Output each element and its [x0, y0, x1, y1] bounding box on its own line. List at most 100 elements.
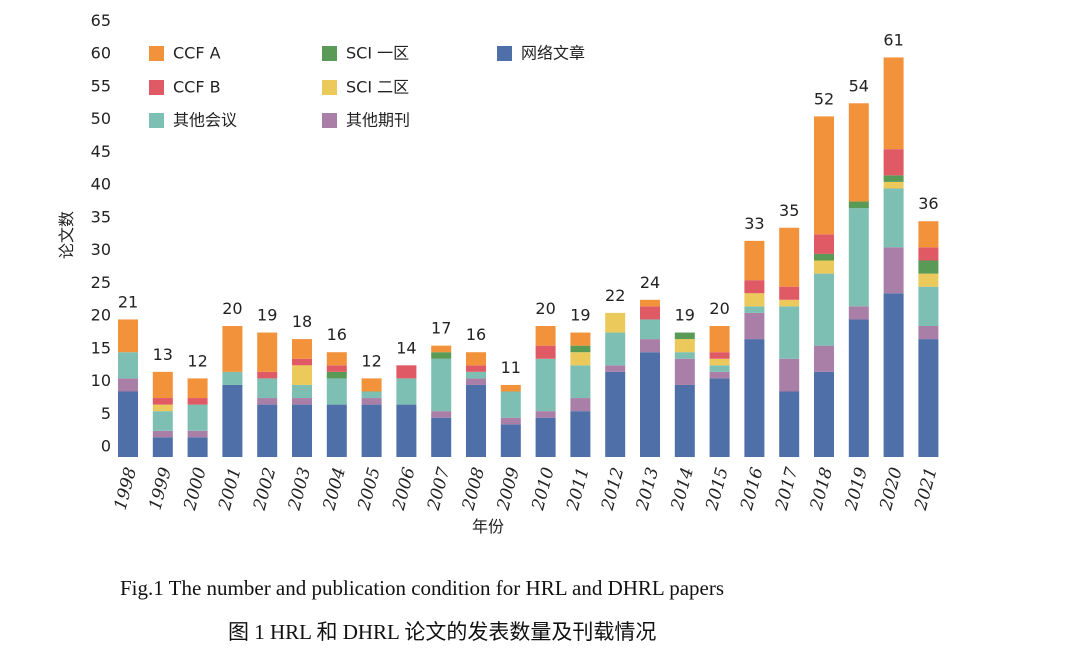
- x-tick-label: 2006: [389, 465, 420, 513]
- x-tick-label: 2009: [493, 465, 524, 513]
- bar-total-label: 20: [709, 299, 729, 318]
- x-tick-label: 2020: [876, 465, 907, 513]
- bar-segment: [396, 365, 417, 379]
- bar-segment: [361, 398, 382, 405]
- bar-segment: [918, 286, 939, 326]
- figure-caption-english: Fig.1 The number and publication conditi…: [120, 576, 725, 600]
- bar-segment: [779, 358, 800, 392]
- bar-segment: [640, 339, 660, 353]
- bar-segment: [848, 103, 869, 202]
- bar-segment: [152, 398, 173, 405]
- bar-total-label: 61: [883, 30, 903, 49]
- x-tick-label: 2003: [284, 465, 315, 513]
- bar-segment: [222, 371, 243, 385]
- x-tick-label: 2008: [458, 465, 489, 513]
- bar-segment: [779, 391, 800, 457]
- bar-segment: [918, 247, 939, 261]
- bar-segment: [744, 339, 765, 457]
- bar-segment: [709, 358, 730, 366]
- bar-segment: [257, 371, 278, 379]
- bar-segment: [431, 358, 452, 412]
- bar-segment: [744, 293, 765, 307]
- legend-label: CCF A: [173, 44, 221, 63]
- bar-segment: [361, 391, 382, 399]
- bar-segment: [570, 365, 591, 399]
- legend-label: 其他期刊: [346, 111, 410, 130]
- bar-segment: [292, 339, 312, 359]
- bar-segment: [500, 391, 521, 418]
- x-tick-label: 2017: [772, 465, 803, 513]
- bar-segment: [222, 384, 243, 457]
- bar-segment: [118, 391, 138, 457]
- x-tick-label: 2011: [563, 465, 594, 513]
- legend-label: 其他会议: [173, 111, 237, 130]
- y-tick-label: 25: [91, 273, 111, 292]
- x-axis-title: 年份: [472, 517, 504, 536]
- x-tick-label: 1998: [111, 465, 142, 512]
- x-tick-label: 1999: [145, 465, 176, 512]
- bar-segment: [883, 188, 904, 248]
- legend-swatch: [149, 113, 164, 128]
- x-tick-label: 2016: [737, 465, 768, 513]
- bar-total-label: 21: [118, 292, 138, 311]
- bar-segment: [152, 411, 173, 431]
- bar-segment: [674, 339, 695, 353]
- legend-swatch: [322, 113, 337, 128]
- bar-segment: [709, 365, 730, 372]
- bar-total-label: 35: [779, 201, 799, 220]
- bar-segment: [744, 280, 765, 294]
- bar-segment: [500, 384, 521, 392]
- bar-total-label: 17: [431, 319, 451, 338]
- bar-total-label: 36: [918, 194, 938, 213]
- bar-segment: [535, 417, 556, 457]
- bar-segment: [640, 352, 660, 457]
- bar-segment: [326, 404, 347, 457]
- bar-total-label: 52: [814, 89, 834, 108]
- x-tick-label: 2018: [806, 465, 837, 513]
- x-tick-label: 2019: [841, 465, 872, 513]
- legend-label: SCI 一区: [346, 44, 409, 63]
- bar-segment: [396, 378, 417, 405]
- bar-segment: [744, 240, 765, 281]
- bars: [118, 57, 939, 457]
- bar-segment: [570, 398, 591, 412]
- bar-segment: [814, 371, 834, 457]
- x-tick-label: 2012: [598, 465, 629, 513]
- bar-total-label: 14: [396, 338, 416, 357]
- bar-segment: [814, 234, 834, 254]
- bar-segment: [814, 273, 834, 346]
- bar-segment: [431, 345, 452, 353]
- bar-segment: [605, 371, 626, 457]
- x-tick-label: 2005: [354, 465, 385, 513]
- bar-segment: [605, 312, 626, 333]
- bar-segment: [535, 411, 556, 418]
- bar-segment: [500, 424, 521, 457]
- bar-segment: [744, 312, 765, 340]
- y-tick-label: 5: [101, 404, 111, 423]
- bar-segment: [431, 411, 452, 418]
- x-tick-label: 2021: [911, 465, 942, 513]
- bar-segment: [674, 332, 695, 340]
- bar-total-label: 20: [535, 299, 555, 318]
- bar-segment: [292, 384, 312, 399]
- bar-segment: [118, 352, 138, 379]
- x-tick-label: 2002: [250, 465, 281, 513]
- legend-swatch: [322, 46, 337, 61]
- bar-segment: [570, 345, 591, 353]
- bar-segment: [326, 378, 347, 405]
- bar-total-label: 24: [640, 273, 660, 292]
- bar-segment: [883, 149, 904, 176]
- bar-segment: [152, 371, 173, 399]
- bar-segment: [222, 326, 243, 372]
- bar-segment: [883, 247, 904, 294]
- bar-segment: [814, 260, 834, 274]
- y-tick-label: 30: [91, 240, 111, 259]
- y-tick-label: 40: [91, 175, 111, 194]
- x-tick-label: 2013: [632, 465, 663, 513]
- x-tick-label: 2001: [215, 465, 246, 513]
- bar-segment: [570, 332, 591, 346]
- bar-segment: [918, 273, 939, 287]
- bar-segment: [361, 378, 382, 392]
- bar-total-label: 16: [327, 325, 347, 344]
- bar-segment: [118, 378, 138, 392]
